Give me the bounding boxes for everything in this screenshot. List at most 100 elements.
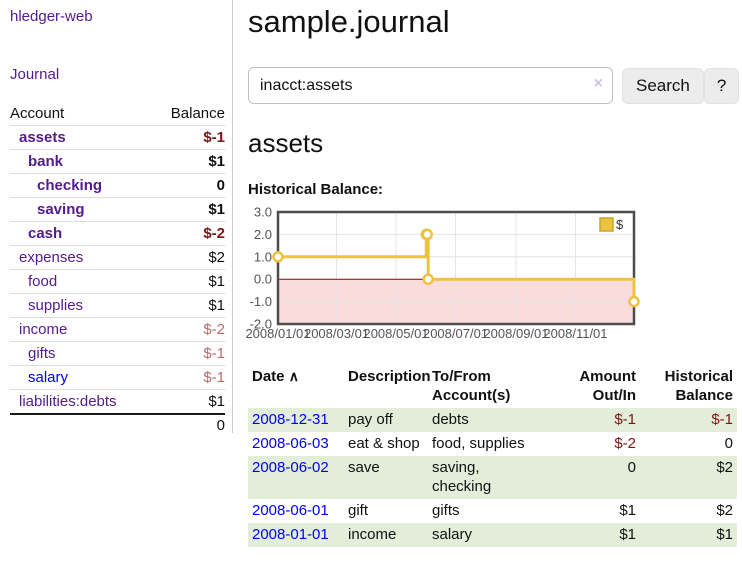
transaction-amount: $-1 [614, 411, 636, 428]
transaction-description: income [348, 526, 397, 543]
account-link-saving[interactable]: saving [37, 201, 85, 218]
transaction-accounts: saving, checking [432, 459, 492, 495]
account-row-gifts: gifts $-1 [10, 341, 225, 365]
account-row-bank: bank $1 [10, 149, 225, 173]
account-balance: $-2 [203, 225, 225, 242]
accounts-total-row: 0 [10, 413, 225, 436]
account-balance: $1 [208, 273, 225, 290]
register-table: Date ∧ Description To/From Account(s) Am… [248, 365, 737, 547]
transaction-balance: $-1 [711, 411, 733, 428]
account-link-food[interactable]: food [28, 273, 58, 290]
account-link-income[interactable]: income [19, 321, 68, 338]
search-input[interactable] [248, 67, 613, 104]
account-link-expenses[interactable]: expenses [19, 249, 84, 266]
account-balance: $1 [208, 201, 225, 218]
account-balance: $2 [208, 249, 225, 266]
transaction-description: save [348, 459, 380, 476]
account-balance: $1 [208, 393, 225, 410]
column-header-description: Description [348, 368, 431, 385]
account-link-bank[interactable]: bank [28, 153, 64, 170]
transaction-amount: $1 [619, 502, 636, 519]
transaction-date-link[interactable]: 2008-01-01 [252, 526, 329, 543]
svg-text:2008/11/01: 2008/11/01 [543, 326, 607, 341]
table-row: 2008-01-01 income salary $1 $1 [248, 523, 737, 547]
account-balance: 0 [216, 177, 225, 194]
accounts-header-account: Account [10, 104, 65, 122]
transaction-amount: 0 [627, 459, 636, 476]
transaction-description: pay off [348, 411, 393, 428]
account-link-supplies[interactable]: supplies [28, 297, 84, 314]
transaction-balance: $2 [716, 502, 733, 519]
clear-search-icon[interactable]: × [593, 75, 603, 92]
svg-text:2008/05/01: 2008/05/01 [363, 326, 428, 341]
transaction-balance: 0 [724, 435, 733, 452]
account-row-income: income $-2 [10, 317, 225, 341]
svg-text:2008/09/01: 2008/09/01 [483, 326, 548, 341]
legend-label: $ [616, 217, 624, 232]
search-button[interactable]: Search [622, 67, 704, 104]
transaction-amount: $-2 [614, 435, 636, 452]
transaction-date-link[interactable]: 2008-06-02 [252, 459, 329, 476]
search-form: × Search ? [248, 67, 740, 104]
transaction-description: gift [348, 502, 369, 519]
column-header-accounts: To/From Account(s) [432, 368, 511, 404]
accounts-header: Account Balance [10, 101, 225, 125]
transaction-accounts: food, supplies [432, 435, 525, 452]
transaction-description: eat & shop [348, 435, 420, 452]
svg-text:1.0: 1.0 [254, 249, 272, 264]
svg-text:2008/01/01: 2008/01/01 [245, 326, 310, 341]
account-link-checking[interactable]: checking [37, 177, 103, 194]
transaction-accounts: salary [432, 526, 473, 543]
accounts-header-balance: Balance [170, 104, 225, 122]
account-row-assets: assets $-1 [10, 125, 225, 149]
page-title: sample.journal [248, 4, 450, 39]
transaction-date-link[interactable]: 2008-06-01 [252, 502, 329, 519]
sidebar-item-journal[interactable]: Journal [10, 66, 60, 83]
transaction-accounts: debts [432, 411, 469, 428]
account-balance: $-1 [203, 129, 225, 146]
table-row: 2008-06-02 save saving, checking 0 $2 [248, 456, 737, 499]
svg-text:2008/03/01: 2008/03/01 [304, 326, 369, 341]
table-row: 2008-12-31 pay off debts $-1 $-1 [248, 408, 737, 432]
account-row-supplies: supplies $1 [10, 293, 225, 317]
column-header-date[interactable]: Date ∧ [252, 368, 299, 385]
account-link-gifts[interactable]: gifts [28, 345, 56, 362]
account-link-assets[interactable]: assets [19, 129, 66, 146]
account-heading: assets [248, 128, 324, 158]
chart-title: Historical Balance: [248, 181, 384, 198]
account-balance: $1 [208, 297, 225, 314]
column-header-amount: Amount Out/In [579, 368, 636, 404]
account-link-cash[interactable]: cash [28, 225, 63, 242]
account-row-food: food $1 [10, 269, 225, 293]
account-balance: $-1 [203, 369, 225, 386]
sidebar: hledger-web Journal Account Balance asse… [0, 0, 233, 436]
historical-balance-chart: 3.0 2.0 1.0 0.0 -1.0 -2.0 2008/01/01 2008/03/01… [240, 205, 646, 350]
account-row-salary: salary $-1 [10, 365, 225, 389]
account-row-checking: checking 0 [10, 173, 225, 197]
table-row: 2008-06-03 eat & shop food, supplies $-2… [248, 432, 737, 456]
transaction-amount: $1 [619, 526, 636, 543]
account-row-liabilities-debts: liabilities:debts $1 [10, 389, 225, 413]
account-balance: $-2 [203, 321, 225, 338]
account-link-salary[interactable]: salary [28, 369, 69, 386]
transaction-balance: $2 [716, 459, 733, 476]
help-button[interactable]: ? [703, 67, 740, 104]
transaction-date-link[interactable]: 2008-06-03 [252, 435, 329, 452]
transaction-date-link[interactable]: 2008-12-31 [252, 411, 329, 428]
svg-text:2.0: 2.0 [254, 227, 272, 242]
svg-text:2008/07/01: 2008/07/01 [423, 326, 488, 341]
main-content: sample.journal × Search ? assets Histori… [245, 0, 740, 547]
account-row-cash: cash $-2 [10, 221, 225, 245]
table-row: 2008-06-01 gift gifts $1 $2 [248, 499, 737, 523]
account-row-saving: saving $1 [10, 197, 225, 221]
transaction-accounts: gifts [432, 502, 460, 519]
app-title-link[interactable]: hledger-web [10, 8, 93, 25]
svg-text:0.0: 0.0 [254, 272, 272, 287]
accounts-total-value: 0 [216, 417, 225, 434]
svg-text:-2.0: -2.0 [250, 317, 272, 332]
svg-text:-1.0: -1.0 [250, 294, 272, 309]
account-balance: $1 [208, 153, 225, 170]
svg-text:3.0: 3.0 [254, 205, 272, 220]
register-header-row: Date ∧ Description To/From Account(s) Am… [248, 365, 737, 408]
account-link-liabilities-debts[interactable]: liabilities:debts [19, 393, 117, 410]
